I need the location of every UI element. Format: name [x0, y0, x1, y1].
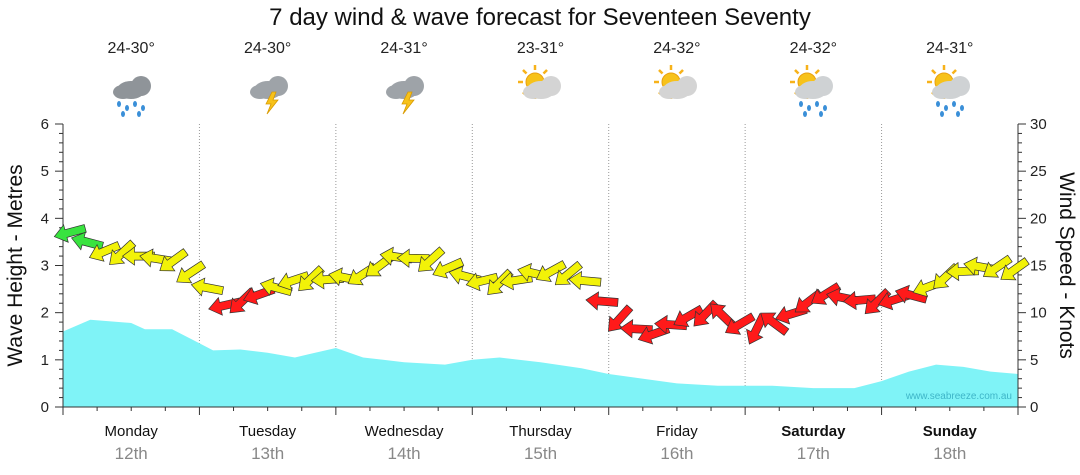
temperature-range: 24-31°	[380, 40, 428, 57]
right-tick-label: 5	[1030, 352, 1038, 369]
temperature-range: 23-31°	[516, 40, 565, 57]
forecast-day: 24-30°	[86, 40, 176, 120]
right-tick-label: 10	[1030, 305, 1047, 322]
rain-cloud-icon	[113, 76, 152, 117]
right-tick-label: 15	[1030, 258, 1047, 275]
partly-sunny-icon	[653, 65, 697, 99]
wind-arrow	[418, 246, 446, 272]
wind-arrow	[554, 260, 583, 286]
right-tick-label: 20	[1030, 210, 1047, 227]
wind-arrow	[70, 231, 104, 251]
right-tick-label: 25	[1030, 163, 1047, 180]
wind-arrow	[811, 282, 842, 305]
day-name-label: Friday	[656, 423, 698, 440]
watermark: www.seabreeze.com.au	[905, 391, 1012, 402]
sun-shower-icon	[926, 65, 970, 117]
left-tick-label: 5	[41, 163, 49, 180]
wind-arrow	[176, 260, 207, 284]
wind-arrow	[1000, 257, 1030, 281]
left-axis-title: Wave Height - Metres	[4, 164, 27, 366]
forecast-day: 24-32°	[768, 40, 858, 120]
wind-arrow	[53, 224, 87, 243]
right-tick-label: 0	[1030, 399, 1038, 416]
temperature-range: 24-31°	[926, 40, 974, 57]
wind-arrow	[585, 291, 619, 311]
day-name-label: Thursday	[509, 423, 572, 440]
left-tick-label: 4	[41, 210, 49, 227]
day-date-label: 15th	[524, 444, 557, 463]
wind-arrow	[673, 304, 705, 328]
wind-arrow	[760, 312, 790, 336]
right-axis-title: Wind Speed - Knots	[1055, 172, 1078, 359]
wind-arrow	[190, 277, 224, 297]
left-tick-label: 3	[41, 258, 49, 275]
wind-arrow	[864, 287, 892, 315]
forecast-day: 24-31°	[359, 40, 449, 120]
day-date-label: 12th	[115, 444, 148, 463]
wave-height-area	[63, 319, 1018, 407]
left-tick-label: 6	[41, 116, 49, 133]
day-name-label: Wednesday	[365, 423, 444, 440]
wind-arrow	[159, 248, 189, 272]
chart-title: 7 day wind & wave forecast for Seventeen…	[269, 4, 811, 31]
day-date-label: 17th	[797, 444, 830, 463]
day-date-label: 16th	[660, 444, 693, 463]
forecast-day: 23-31°	[496, 40, 586, 120]
forecast-day: 24-30°	[223, 40, 313, 120]
wind-arrow	[724, 312, 756, 335]
left-tick-label: 2	[41, 305, 49, 322]
left-tick-label: 1	[41, 352, 49, 369]
right-tick-label: 30	[1030, 116, 1047, 133]
temperature-range: 24-32°	[789, 40, 837, 57]
forecast-day: 24-31°	[905, 40, 995, 120]
day-name-label: Saturday	[781, 423, 846, 440]
wind-arrow	[259, 277, 293, 297]
day-name-label: Monday	[105, 423, 159, 440]
day-date-label: 14th	[388, 444, 421, 463]
day-date-label: 18th	[933, 444, 966, 463]
partly-sunny-icon	[517, 65, 561, 99]
day-name-label: Sunday	[923, 423, 978, 440]
wind-arrow	[982, 254, 1013, 278]
wind-arrow	[298, 265, 325, 292]
temperature-range: 24-32°	[653, 40, 701, 57]
day-name-label: Tuesday	[239, 423, 296, 440]
forecast-day: 24-32°	[632, 40, 722, 120]
wind-arrow	[465, 272, 499, 292]
thunderstorm-icon	[249, 76, 288, 115]
day-date-label: 13th	[251, 444, 284, 463]
wind-arrow	[894, 284, 928, 304]
sun-shower-icon	[790, 65, 834, 117]
wind-arrow	[109, 239, 137, 266]
wind-arrow	[535, 260, 567, 283]
left-tick-label: 0	[41, 399, 49, 416]
wind-arrow	[432, 257, 465, 279]
thunderstorm-icon	[386, 76, 425, 115]
wind-arrow	[88, 241, 121, 262]
temperature-range: 24-30°	[243, 40, 292, 57]
temperature-range: 24-30°	[107, 40, 155, 57]
wind-arrow	[568, 270, 602, 291]
